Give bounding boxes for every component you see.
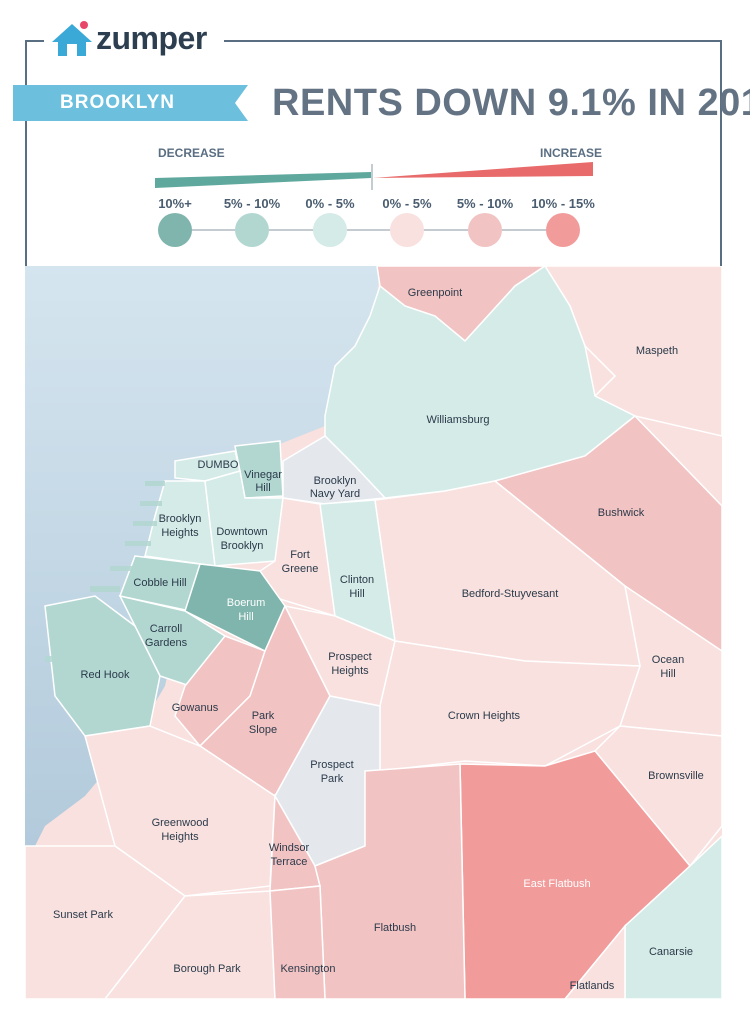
region-vinegar-hill[interactable] [234,440,284,499]
label-greenwood-1: Greenwood [152,817,209,829]
label-prospect-heights-2: Heights [331,665,369,677]
label-windsor-1: Windsor [269,842,310,854]
label-prospect-park-1: Prospect [310,759,353,771]
label-canarsie: Canarsie [649,946,693,958]
label-bushwick: Bushwick [598,507,645,519]
label-east-flatbush: East Flatbush [523,878,590,890]
label-vinegar-hill-2: Hill [255,482,270,494]
legend-range-1: 10%+ [158,196,192,211]
headline: RENTS DOWN 9.1% IN 2016 [272,82,750,124]
label-crown-heights: Crown Heights [448,710,521,722]
label-boerum-hill-1: Boerum [227,597,266,609]
label-carroll-gardens-1: Carroll [150,623,182,635]
brand-name: zumper [96,20,207,56]
region-brownsville[interactable] [593,725,722,868]
label-borough-park: Borough Park [173,963,241,975]
label-gowanus: Gowanus [172,702,219,714]
region-kensington[interactable] [269,885,326,999]
label-maspeth: Maspeth [636,345,678,357]
legend-range-5: 5% - 10% [456,196,514,211]
region-borough-park[interactable] [104,890,276,999]
label-kensington: Kensington [280,963,335,975]
label-downtown-2: Brooklyn [221,540,264,552]
label-cobble-hill: Cobble Hill [133,577,186,589]
label-greenpoint: Greenpoint [408,287,462,299]
label-vinegar-hill-1: Vinegar [244,469,282,481]
legend-range-4: 0% - 5% [382,196,432,211]
label-prospect-park-2: Park [321,773,344,785]
legend-swatch-4 [390,213,424,247]
brooklyn-map: Greenpoint Maspeth Williamsburg DUMBO Vi… [25,266,722,999]
label-park-slope-1: Park [252,710,275,722]
borough-name: BROOKLYN [60,92,175,113]
legend-swatch-1 [158,213,192,247]
label-fort-greene-2: Greene [282,563,319,575]
label-prospect-heights-1: Prospect [328,651,371,663]
label-brooklyn-heights-2: Heights [161,527,199,539]
borough-ribbon [13,85,248,121]
decrease-label: DECREASE [158,146,225,160]
label-williamsburg: Williamsburg [427,414,490,426]
label-ocean-hill-2: Hill [660,668,675,680]
label-brownsville: Brownsville [648,770,704,782]
label-sunset-park: Sunset Park [53,909,113,921]
label-flatlands: Flatlands [570,980,615,992]
region-canarsie[interactable] [624,834,722,999]
increase-label: INCREASE [540,146,603,160]
legend-swatch-3 [313,213,347,247]
label-dumbo: DUMBO [198,459,239,471]
neighborhood-labels: Greenpoint Maspeth Williamsburg DUMBO Vi… [53,287,704,992]
label-fort-greene-1: Fort [290,549,310,561]
zumper-logo[interactable]: zumper [44,14,224,62]
label-ocean-hill-1: Ocean [652,654,684,666]
label-windsor-2: Terrace [271,856,308,868]
label-clinton-hill-1: Clinton [340,574,374,586]
label-bed-stuy: Bedford-Stuyvesant [462,588,559,600]
label-greenwood-2: Heights [161,831,199,843]
legend-swatch-5 [468,213,502,247]
legend-swatch-2 [235,213,269,247]
label-boerum-hill-2: Hill [238,611,253,623]
label-downtown-1: Downtown [216,526,267,538]
label-park-slope-2: Slope [249,724,277,736]
label-clinton-hill-2: Hill [349,588,364,600]
legend-range-3: 0% - 5% [305,196,355,211]
house-icon [52,21,92,56]
label-navy-yard-2: Navy Yard [310,488,360,500]
piers [45,481,165,662]
legend-wedge [155,162,593,190]
label-navy-yard-1: Brooklyn [314,475,357,487]
label-flatbush: Flatbush [374,922,416,934]
legend-swatch-6 [546,213,580,247]
label-carroll-gardens-2: Gardens [145,637,188,649]
label-red-hook: Red Hook [81,669,130,681]
region-flatlands[interactable] [564,923,626,999]
label-brooklyn-heights-1: Brooklyn [159,513,202,525]
legend-range-6: 10% - 15% [531,196,595,211]
legend-range-2: 5% - 10% [223,196,281,211]
